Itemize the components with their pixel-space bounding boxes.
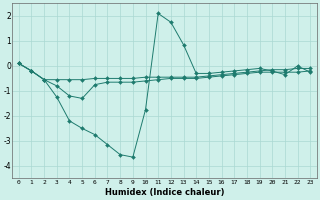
X-axis label: Humidex (Indice chaleur): Humidex (Indice chaleur)	[105, 188, 224, 197]
